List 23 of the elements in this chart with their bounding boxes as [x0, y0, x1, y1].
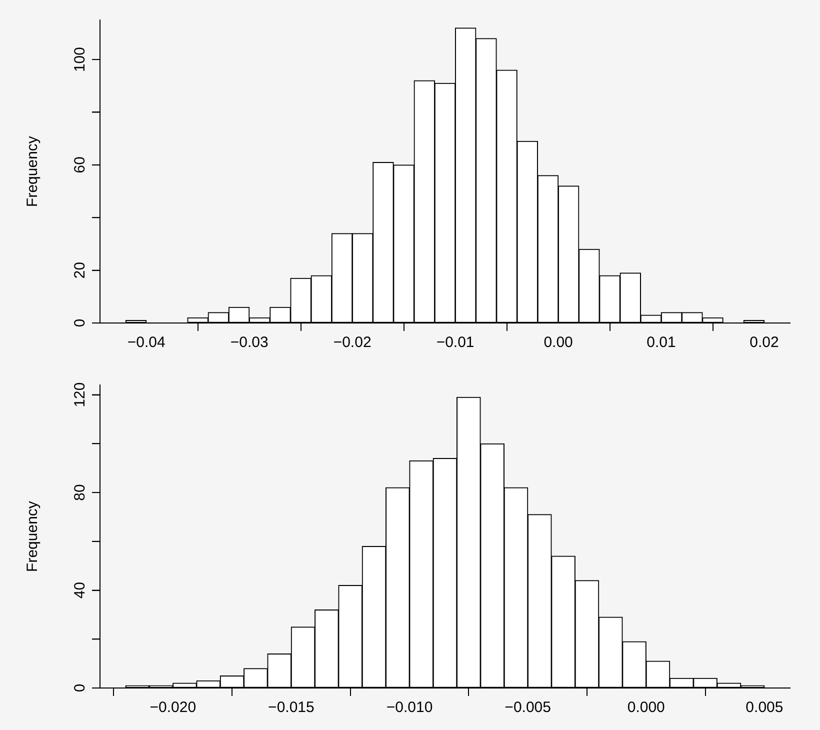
y-tick-label: 120	[72, 382, 89, 408]
x-tick-label: 0.00	[544, 334, 573, 352]
y-tick-label: 100	[72, 47, 89, 72]
x-tick-label: 0.000	[627, 699, 665, 716]
x-tick-label: −0.03	[230, 334, 268, 352]
x-tick-label: −0.005	[504, 699, 551, 716]
y-tick-label: 0	[72, 318, 89, 328]
x-tick-label: −0.01	[436, 334, 474, 352]
x-tick-label: 0.02	[750, 334, 779, 352]
y-tick-label: 60	[72, 156, 89, 174]
y-axis-title: Frequency	[24, 500, 42, 572]
y-tick-label: 40	[72, 582, 89, 599]
x-tick-label: −0.015	[268, 699, 314, 716]
y-tick-label: 80	[72, 484, 89, 501]
x-tick-label: −0.020	[150, 699, 196, 716]
y-axis-title: Frequency	[24, 136, 42, 207]
x-tick-label: 0.01	[646, 334, 676, 352]
x-tick-label: −0.02	[333, 334, 372, 352]
y-tick-label: 0	[72, 684, 89, 692]
y-tick-label: 20	[72, 262, 89, 279]
x-tick-label: −0.04	[127, 334, 166, 352]
x-tick-label: 0.005	[746, 699, 784, 716]
x-tick-label: −0.010	[386, 699, 433, 716]
